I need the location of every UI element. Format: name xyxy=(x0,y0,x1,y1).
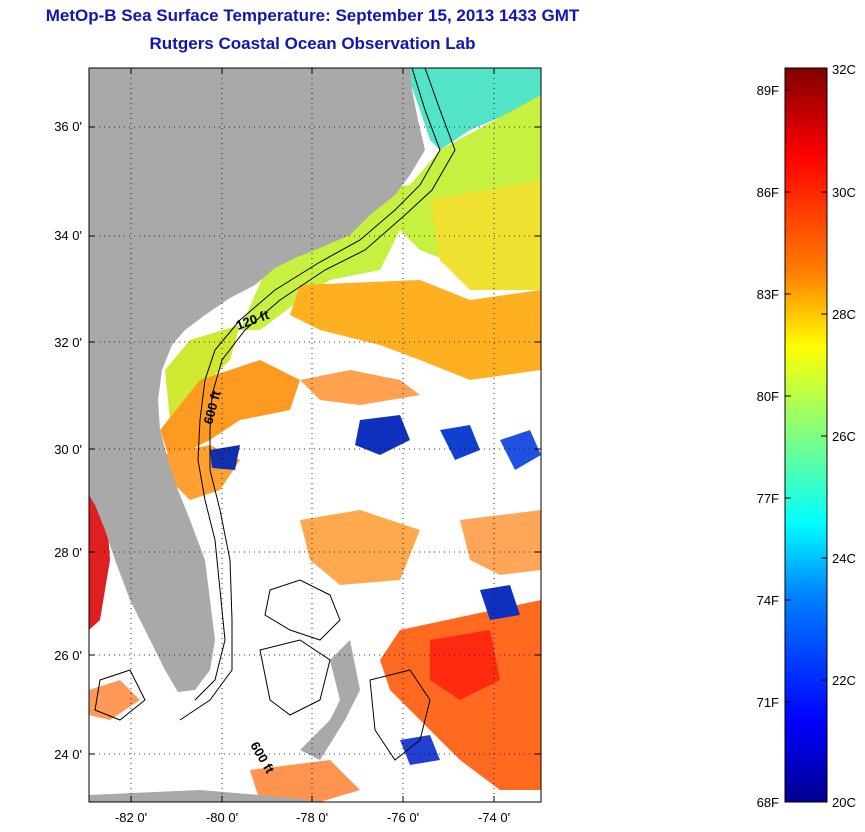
colorbar-ticks xyxy=(785,89,827,703)
lat-tick-label: 30 0' xyxy=(54,442,82,457)
lat-tick-label: 32 0' xyxy=(54,335,82,350)
colorbar-label-f: 86F xyxy=(757,185,779,200)
colorbar-label-f: 74F xyxy=(757,593,779,608)
colorbar-celsius-labels: 32C 30C 28C 26C 24C 22C 20C xyxy=(832,62,856,810)
lat-tick-label: 24 0' xyxy=(54,747,82,762)
lon-tick-label: -82 0' xyxy=(115,810,147,825)
map-frame xyxy=(88,67,542,803)
bahamas-bank xyxy=(300,640,360,760)
land-mass xyxy=(89,68,425,692)
graticule xyxy=(89,68,541,802)
lat-tick-label: 28 0' xyxy=(54,545,82,560)
lat-tick-labels: 36 0' 34 0' 32 0' 30 0' 28 0' 26 0' 24 0… xyxy=(54,119,82,762)
colorbar-label-c: 30C xyxy=(832,185,856,200)
cuba-coast xyxy=(89,790,330,802)
colorbar-label-c: 24C xyxy=(832,551,856,566)
lon-tick-label: -76 0' xyxy=(387,810,419,825)
lat-tick-label: 26 0' xyxy=(54,648,82,663)
colorbar-fahrenheit-labels: 89F 86F 83F 80F 77F 74F 71F 68F xyxy=(757,83,779,810)
colorbar-label-c: 26C xyxy=(832,429,856,444)
colorbar-label-f: 83F xyxy=(757,287,779,302)
sst-field xyxy=(89,68,541,802)
map-subtitle: Rutgers Coastal Ocean Observation Lab xyxy=(149,34,476,53)
colorbar-label-c: 22C xyxy=(832,673,856,688)
lon-tick-label: -78 0' xyxy=(296,810,328,825)
colorbar-label-c: 32C xyxy=(832,62,856,77)
bathymetry-contours xyxy=(94,68,456,761)
map-title: MetOp-B Sea Surface Temperature: Septemb… xyxy=(45,6,580,25)
lon-tick-label: -80 0' xyxy=(206,810,238,825)
colorbar-label-c: 20C xyxy=(832,795,856,810)
colorbar-label-c: 28C xyxy=(832,307,856,322)
axis-ticks xyxy=(89,68,541,802)
colorbar-label-f: 80F xyxy=(757,389,779,404)
colorbar-label-f: 89F xyxy=(757,83,779,98)
colorbar-scale xyxy=(784,67,828,803)
colorbar-label-f: 68F xyxy=(757,795,779,810)
lon-tick-labels: -82 0' -80 0' -78 0' -76 0' -74 0' xyxy=(115,810,510,825)
colorbar-label-f: 71F xyxy=(757,695,779,710)
lat-tick-label: 36 0' xyxy=(54,119,82,134)
lon-tick-label: -74 0' xyxy=(478,810,510,825)
sst-map: 120 ft 600 ft 600 ft xyxy=(89,68,541,802)
colorbar: 89F 86F 83F 80F 77F 74F 71F 68F 32C 30C … xyxy=(757,62,856,810)
colorbar-label-f: 77F xyxy=(757,491,779,506)
lat-tick-label: 34 0' xyxy=(54,228,82,243)
